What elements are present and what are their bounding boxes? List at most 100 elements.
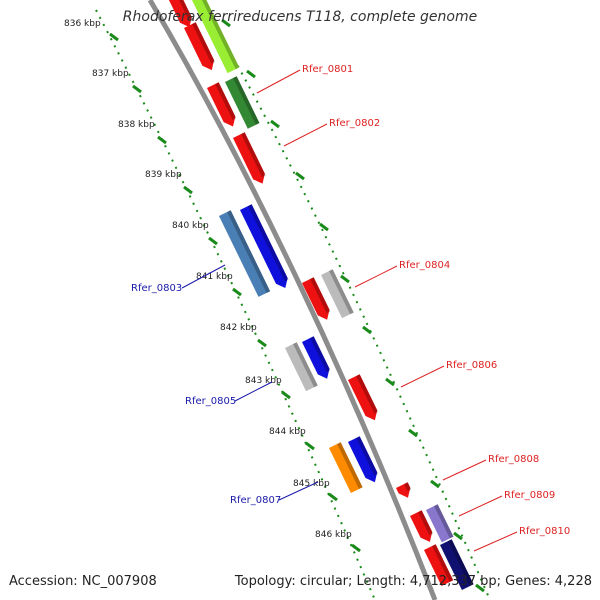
genome-summary: Topology: circular; Length: 4,712,337 bp… [234,574,592,589]
gene-feature [240,204,289,289]
gene-feature [207,82,237,127]
scale-label: 839 kbp [145,170,182,180]
gene-shade [356,436,379,476]
scale-ticks [109,18,485,593]
label-leader [283,123,328,147]
gene-arrow [184,22,215,71]
gene-arrow [396,482,411,498]
gene-box [321,269,354,319]
gene-feature [410,510,434,542]
gene-shade [197,0,240,70]
gene-shade [310,336,331,373]
genome-backbone [147,0,438,600]
scale-label: 844 kbp [269,427,306,437]
gene-shade [329,269,354,315]
gene-label: Rfer_0801 [302,64,353,75]
gene-feature [219,210,271,297]
gene-label: Rfer_0805 [185,396,236,407]
scale-tick [281,390,291,400]
scale-tick [270,119,280,129]
gene-shade [448,539,474,586]
gene-shade [432,544,454,583]
gene-box [219,210,271,297]
scale-tick [183,185,193,195]
gene-shade [233,76,260,125]
label-leader [256,69,301,94]
gene-box [225,76,260,129]
gene-feature [329,442,363,493]
scale-tick [109,32,119,42]
accession-text: Accession: NC_007908 [9,574,157,589]
label-leader [181,264,226,289]
gene-shade [174,0,193,21]
scale-labels: 836 kbp 837 kbp 838 kbp 839 kbp 840 kbp 841 k… [64,19,352,540]
scale-tick [232,287,242,297]
label-leader [234,381,273,402]
gene-shade [293,342,318,388]
scale-tick [351,543,361,553]
gene-feature [426,504,454,543]
scale-tick [132,84,142,94]
scale-label: 845 kbp [293,479,330,489]
gene-arrow [302,336,330,379]
scale-label: 840 kbp [172,221,209,231]
scale-tick [385,377,395,387]
scale-tick [246,69,256,79]
gene-shade [434,504,454,539]
map-title: Rhodoferax ferrireducens T118, complete … [122,9,478,25]
scale-label: 846 kbp [315,530,352,540]
gene-feature [225,76,260,129]
gene-feature [302,336,331,379]
gene-box [440,539,474,590]
gene-shade [404,482,412,492]
scale-tick [328,492,338,502]
gene-feature [302,277,331,320]
gene-feature [348,436,379,483]
gene-shade [192,22,215,64]
label-leader [400,365,445,388]
label-leaders [181,69,518,552]
gene-label: Rfer_0810 [519,526,570,537]
scale-label: 837 kbp [92,69,129,79]
scale-tick [319,222,329,232]
gene-box [285,342,318,392]
gene-arrow [166,0,192,28]
gene-arrow [233,132,265,184]
outer-dotted-track [205,9,491,600]
scale-label: 842 kbp [220,323,257,333]
scale-tick [340,274,350,284]
scale-tick [305,441,315,451]
gene-shade [337,442,363,489]
gene-features [166,0,474,590]
scale-tick [295,171,305,181]
gene-feature [184,22,215,71]
scale-tick [453,531,463,541]
gene-label: Rfer_0804 [399,260,450,271]
gene-labels: Rfer_0801 Rfer_0802 Rfer_0803 Rfer_0804 Rfer… [131,64,570,537]
gene-feature [424,544,454,586]
gene-arrow [410,510,433,542]
scale-label: 838 kbp [118,120,155,130]
gene-feature [233,132,266,184]
gene-arrow [348,374,378,421]
gene-shade [356,374,379,414]
scale-tick [257,338,267,348]
gene-label: Rfer_0808 [488,454,539,465]
gene-label: Rfer_0803 [131,283,182,294]
gene-feature [440,539,474,590]
gene-arrow [207,82,236,127]
scale-tick [408,428,418,438]
gene-box [189,0,240,74]
gene-box [426,504,454,543]
inner-dotted-track [95,9,376,600]
label-leader [473,531,518,552]
gene-box [329,442,363,493]
gene-feature [348,374,379,421]
gene-shade [241,132,266,178]
gene-label: Rfer_0802 [329,118,380,129]
scale-tick [208,236,218,246]
gene-label: Rfer_0806 [446,360,497,371]
gene-feature [396,482,412,498]
gene-shade [248,204,289,282]
